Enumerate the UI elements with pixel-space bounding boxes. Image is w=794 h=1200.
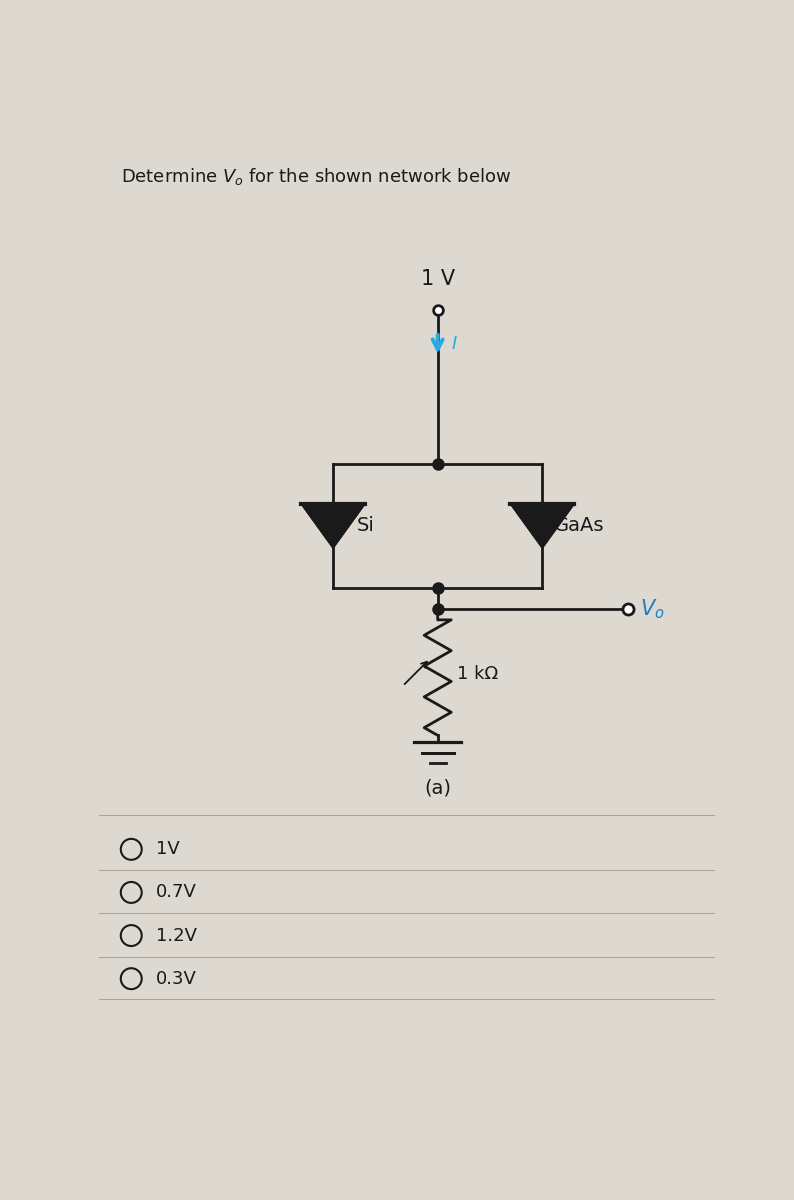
Text: 0.7V: 0.7V: [156, 883, 197, 901]
Text: $V_o$: $V_o$: [639, 598, 664, 620]
Text: 0.3V: 0.3V: [156, 970, 197, 988]
Text: 1V: 1V: [156, 840, 179, 858]
Text: (a): (a): [424, 779, 451, 797]
Text: 1.2V: 1.2V: [156, 926, 197, 944]
Text: GaAs: GaAs: [553, 516, 604, 535]
Text: 1 kΩ: 1 kΩ: [457, 665, 499, 683]
Text: Si: Si: [357, 516, 374, 535]
Polygon shape: [511, 504, 574, 548]
Text: $I$: $I$: [451, 335, 458, 353]
Polygon shape: [301, 504, 365, 548]
Text: Determine $V_o$ for the shown network below: Determine $V_o$ for the shown network be…: [121, 166, 511, 186]
Text: 1 V: 1 V: [421, 269, 455, 289]
